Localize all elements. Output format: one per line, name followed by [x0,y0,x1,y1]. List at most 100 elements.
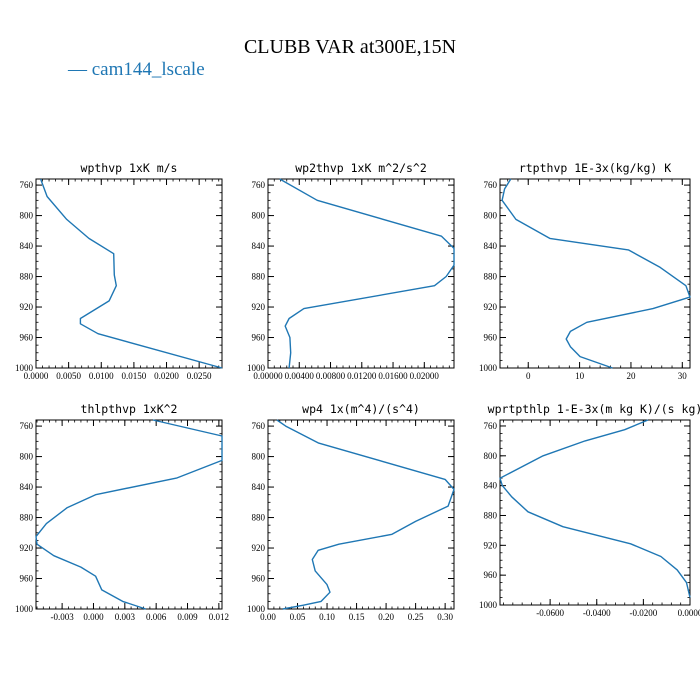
panel-4: thlpthvp 1xK^2 -0.003 0.000 0.003 0.006 0.009… [15,402,229,622]
x-tick-label: 20 [626,371,636,381]
y-tick-label: 800 [20,211,34,221]
plot-frame [35,178,223,369]
series-line [499,419,691,598]
x-tick-label: 0.000 [83,612,104,622]
panel-2: wp2thvp 1xK m^2/s^2 0.00000 0.00400 0.00800… [247,161,455,381]
y-tick-label: 880 [20,513,34,523]
x-tick-label: 0 [526,371,531,381]
x-tick-label: 0.0250 [187,371,212,381]
y-tick-label: 880 [484,272,498,282]
series-line [35,419,223,610]
y-tick-label: 840 [484,481,498,491]
x-tick-label: 0.0150 [122,371,147,381]
x-tick-label: 0.02000 [410,371,440,381]
panel-title: wp4 1x(m^4)/(s^4) [302,402,420,416]
y-tick-label: 840 [484,241,498,251]
y-tick-label: 920 [20,543,34,553]
panel-5: wp4 1x(m^4)/(s^4) 0.00 0.05 0.10 0.15 0.20 0.2… [247,402,455,622]
y-tick-label: 840 [252,241,266,251]
legend: — cam144_lscale [68,59,205,81]
x-tick-label: 0.00400 [285,371,315,381]
y-tick-label: 800 [484,211,498,221]
x-tick-label: -0.0400 [583,608,611,618]
y-tick-label: 760 [252,421,266,431]
plot-frame [267,419,455,610]
x-tick-label: 0.05 [290,612,306,622]
y-tick-label: 960 [20,574,34,584]
y-tick-label: 960 [252,333,266,343]
y-tick-label: 960 [252,574,266,584]
y-tick-label: 840 [252,482,266,492]
panel-6: wprtpthlp 1-E-3x(m kg K)/(s kg) -0.0600 -0… [479,402,700,618]
x-tick-label: 30 [678,371,688,381]
y-tick-label: 1000 [15,363,34,373]
panel-title: wprtpthlp 1-E-3x(m kg K)/(s kg) [488,402,700,416]
series-line [501,178,691,369]
y-tick-label: 920 [484,540,498,550]
x-tick-label: -0.0600 [536,608,564,618]
x-tick-label: 0.012 [209,612,229,622]
x-tick-label: 0.01200 [347,371,377,381]
y-tick-label: 760 [484,180,498,190]
series-line [39,178,223,369]
x-tick-label: 0.009 [177,612,198,622]
y-tick-label: 880 [252,272,266,282]
y-tick-label: 800 [252,452,266,462]
y-tick-label: 1000 [247,363,266,373]
panel-title: thlpthvp 1xK^2 [81,402,178,416]
series-line [276,419,455,610]
x-tick-label: 0.01600 [378,371,408,381]
y-tick-label: 760 [252,180,266,190]
plot-frame [267,178,455,369]
y-tick-label: 760 [20,180,34,190]
x-tick-label: 0.15 [349,612,365,622]
figure-title: CLUBB VAR at300E,15N [243,36,457,58]
x-tick-label: 0.30 [437,612,453,622]
x-tick-label: 0.00 [260,612,276,622]
panel-3: rtpthvp 1E-3x(kg/kg) K 0 10 20 30 760 800 840 88… [479,161,691,381]
y-tick-label: 960 [484,333,498,343]
y-tick-label: 880 [484,510,498,520]
x-tick-label: 0.0200 [154,371,179,381]
y-tick-label: 800 [484,451,498,461]
x-tick-label: 0.20 [378,612,394,622]
x-tick-label: 0.0100 [89,371,114,381]
panel-title: wpthvp 1xK m/s [81,161,178,175]
x-tick-label: 0.0000 [24,371,49,381]
y-tick-label: 1000 [479,600,498,610]
y-tick-label: 760 [484,421,498,431]
y-tick-label: 960 [484,570,498,580]
y-tick-label: 1000 [15,604,34,614]
x-tick-label: 0.0050 [56,371,81,381]
x-tick-label: 0.10 [319,612,335,622]
x-tick-label: 0.00000 [253,371,283,381]
x-tick-label: -0.0200 [629,608,657,618]
y-tick-label: 760 [20,421,34,431]
x-tick-label: -0.003 [50,612,74,622]
y-tick-label: 800 [20,452,34,462]
y-tick-label: 880 [252,513,266,523]
x-tick-label: 0.25 [408,612,424,622]
legend-label: cam144_lscale [91,59,205,80]
y-tick-label: 800 [252,211,266,221]
legend-line-marker: — [68,59,87,80]
plot-frame [499,419,691,606]
y-tick-label: 960 [20,333,34,343]
x-tick-label: 0.006 [146,612,167,622]
plot-frame [499,178,691,369]
y-tick-label: 920 [252,543,266,553]
x-tick-label: 10 [575,371,585,381]
y-tick-label: 920 [20,302,34,312]
panel-1: wpthvp 1xK m/s 0.0000 0.0050 0.0100 0.0150 0.… [15,161,223,381]
x-tick-label: 0.00800 [316,371,346,381]
y-tick-label: 920 [252,302,266,312]
series-line [279,178,455,369]
y-tick-label: 840 [20,241,34,251]
y-tick-label: 1000 [479,363,498,373]
panel-title: rtpthvp 1E-3x(kg/kg) K [519,161,671,175]
x-tick-label: 0.0000 [678,608,700,618]
plot-frame [35,419,223,610]
y-tick-label: 840 [20,482,34,492]
x-tick-label: 0.003 [115,612,136,622]
